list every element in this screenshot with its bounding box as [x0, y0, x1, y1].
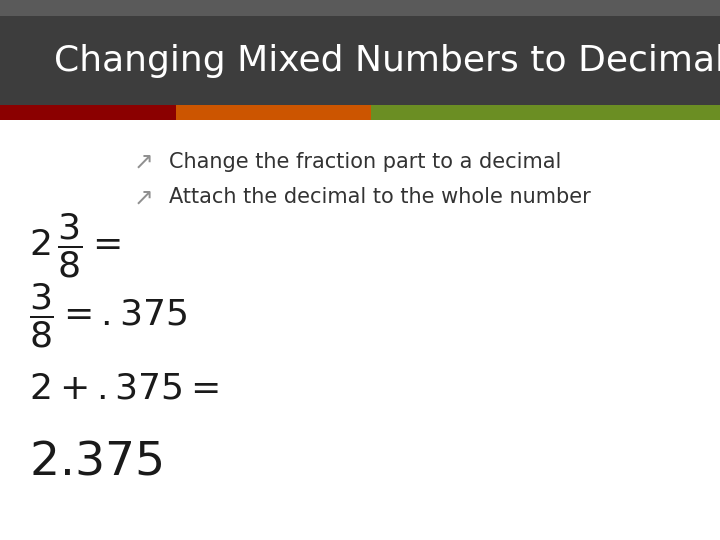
Text: ↗: ↗	[134, 185, 154, 209]
Bar	[176, 105, 371, 120]
Bar	[0, 16, 720, 105]
Text: $2+.375=$: $2+.375=$	[29, 372, 219, 406]
Bar	[371, 105, 720, 120]
Text: $\dfrac{3}{8}=.375$: $\dfrac{3}{8}=.375$	[29, 282, 187, 350]
Text: Changing Mixed Numbers to Decimals: Changing Mixed Numbers to Decimals	[54, 44, 720, 78]
Text: $2.375$: $2.375$	[29, 439, 162, 484]
Text: ↗: ↗	[134, 150, 154, 174]
Text: Attach the decimal to the whole number: Attach the decimal to the whole number	[169, 187, 591, 207]
Bar	[0, 0, 720, 17]
Bar	[0, 105, 176, 120]
Text: $2\,\dfrac{3}{8}=$: $2\,\dfrac{3}{8}=$	[29, 212, 121, 280]
Text: Change the fraction part to a decimal: Change the fraction part to a decimal	[169, 152, 562, 172]
